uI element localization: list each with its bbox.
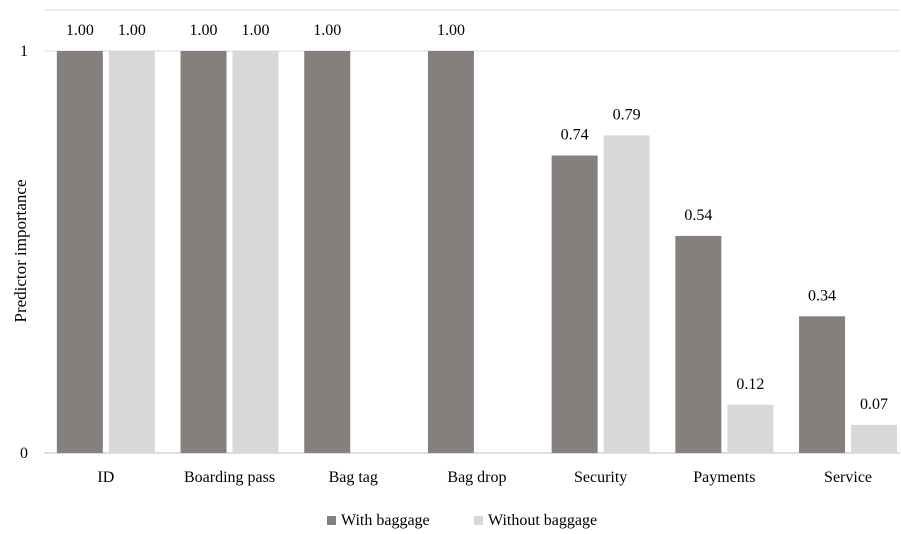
bar-with-baggage — [551, 155, 598, 453]
data-label: 0.79 — [613, 106, 641, 123]
x-tick-label: ID — [97, 469, 114, 486]
data-label: 1.00 — [242, 22, 270, 39]
legend-swatch — [474, 516, 483, 525]
x-tick-label: Security — [574, 469, 627, 486]
data-label: 0.34 — [808, 287, 836, 304]
y-tick-label: 1 — [20, 43, 28, 60]
x-tick-label: Service — [824, 469, 872, 486]
x-axis-labels: ID Boarding pass Bag tag Bag drop Security Pa… — [97, 469, 872, 486]
data-label: 1.00 — [437, 22, 465, 39]
data-label: 1.00 — [190, 22, 218, 39]
x-tick-label: Bag tag — [329, 469, 378, 486]
legend-swatch — [327, 516, 336, 525]
legend-label: With baggage — [341, 512, 430, 529]
bar-without-baggage — [232, 51, 279, 453]
bar-without-baggage — [727, 404, 774, 453]
bar-with-baggage — [675, 235, 722, 453]
bar-with-baggage — [180, 51, 227, 453]
bar-with-baggage — [799, 316, 846, 453]
bars — [56, 51, 898, 454]
bar-without-baggage — [108, 51, 155, 453]
data-labels: 1.00 1.00 1.00 1.00 1.00 1.00 0.74 0.79 0.54 0.12… — [66, 22, 888, 413]
data-label: 1.00 — [313, 22, 341, 39]
bar-with-baggage — [427, 51, 474, 453]
legend-label: Without baggage — [488, 512, 597, 529]
data-label: 0.07 — [860, 396, 888, 413]
data-label: 1.00 — [118, 22, 146, 39]
data-label: 0.12 — [736, 376, 764, 393]
y-axis-ticks: 01 — [20, 43, 28, 462]
x-tick-label: Payments — [693, 469, 755, 486]
bar-without-baggage — [851, 424, 898, 453]
x-tick-label: Boarding pass — [184, 469, 275, 486]
data-label: 0.54 — [684, 207, 712, 224]
y-tick-label: 0 — [20, 445, 28, 462]
bar-with-baggage — [304, 51, 351, 453]
data-label: 0.74 — [561, 127, 589, 144]
legend: With baggage Without baggage — [327, 512, 597, 529]
y-axis-title: Predictor importance — [11, 179, 30, 322]
bar-without-baggage — [603, 135, 650, 454]
data-label: 1.00 — [66, 22, 94, 39]
x-tick-label: Bag drop — [447, 469, 506, 486]
bar-with-baggage — [56, 51, 103, 453]
